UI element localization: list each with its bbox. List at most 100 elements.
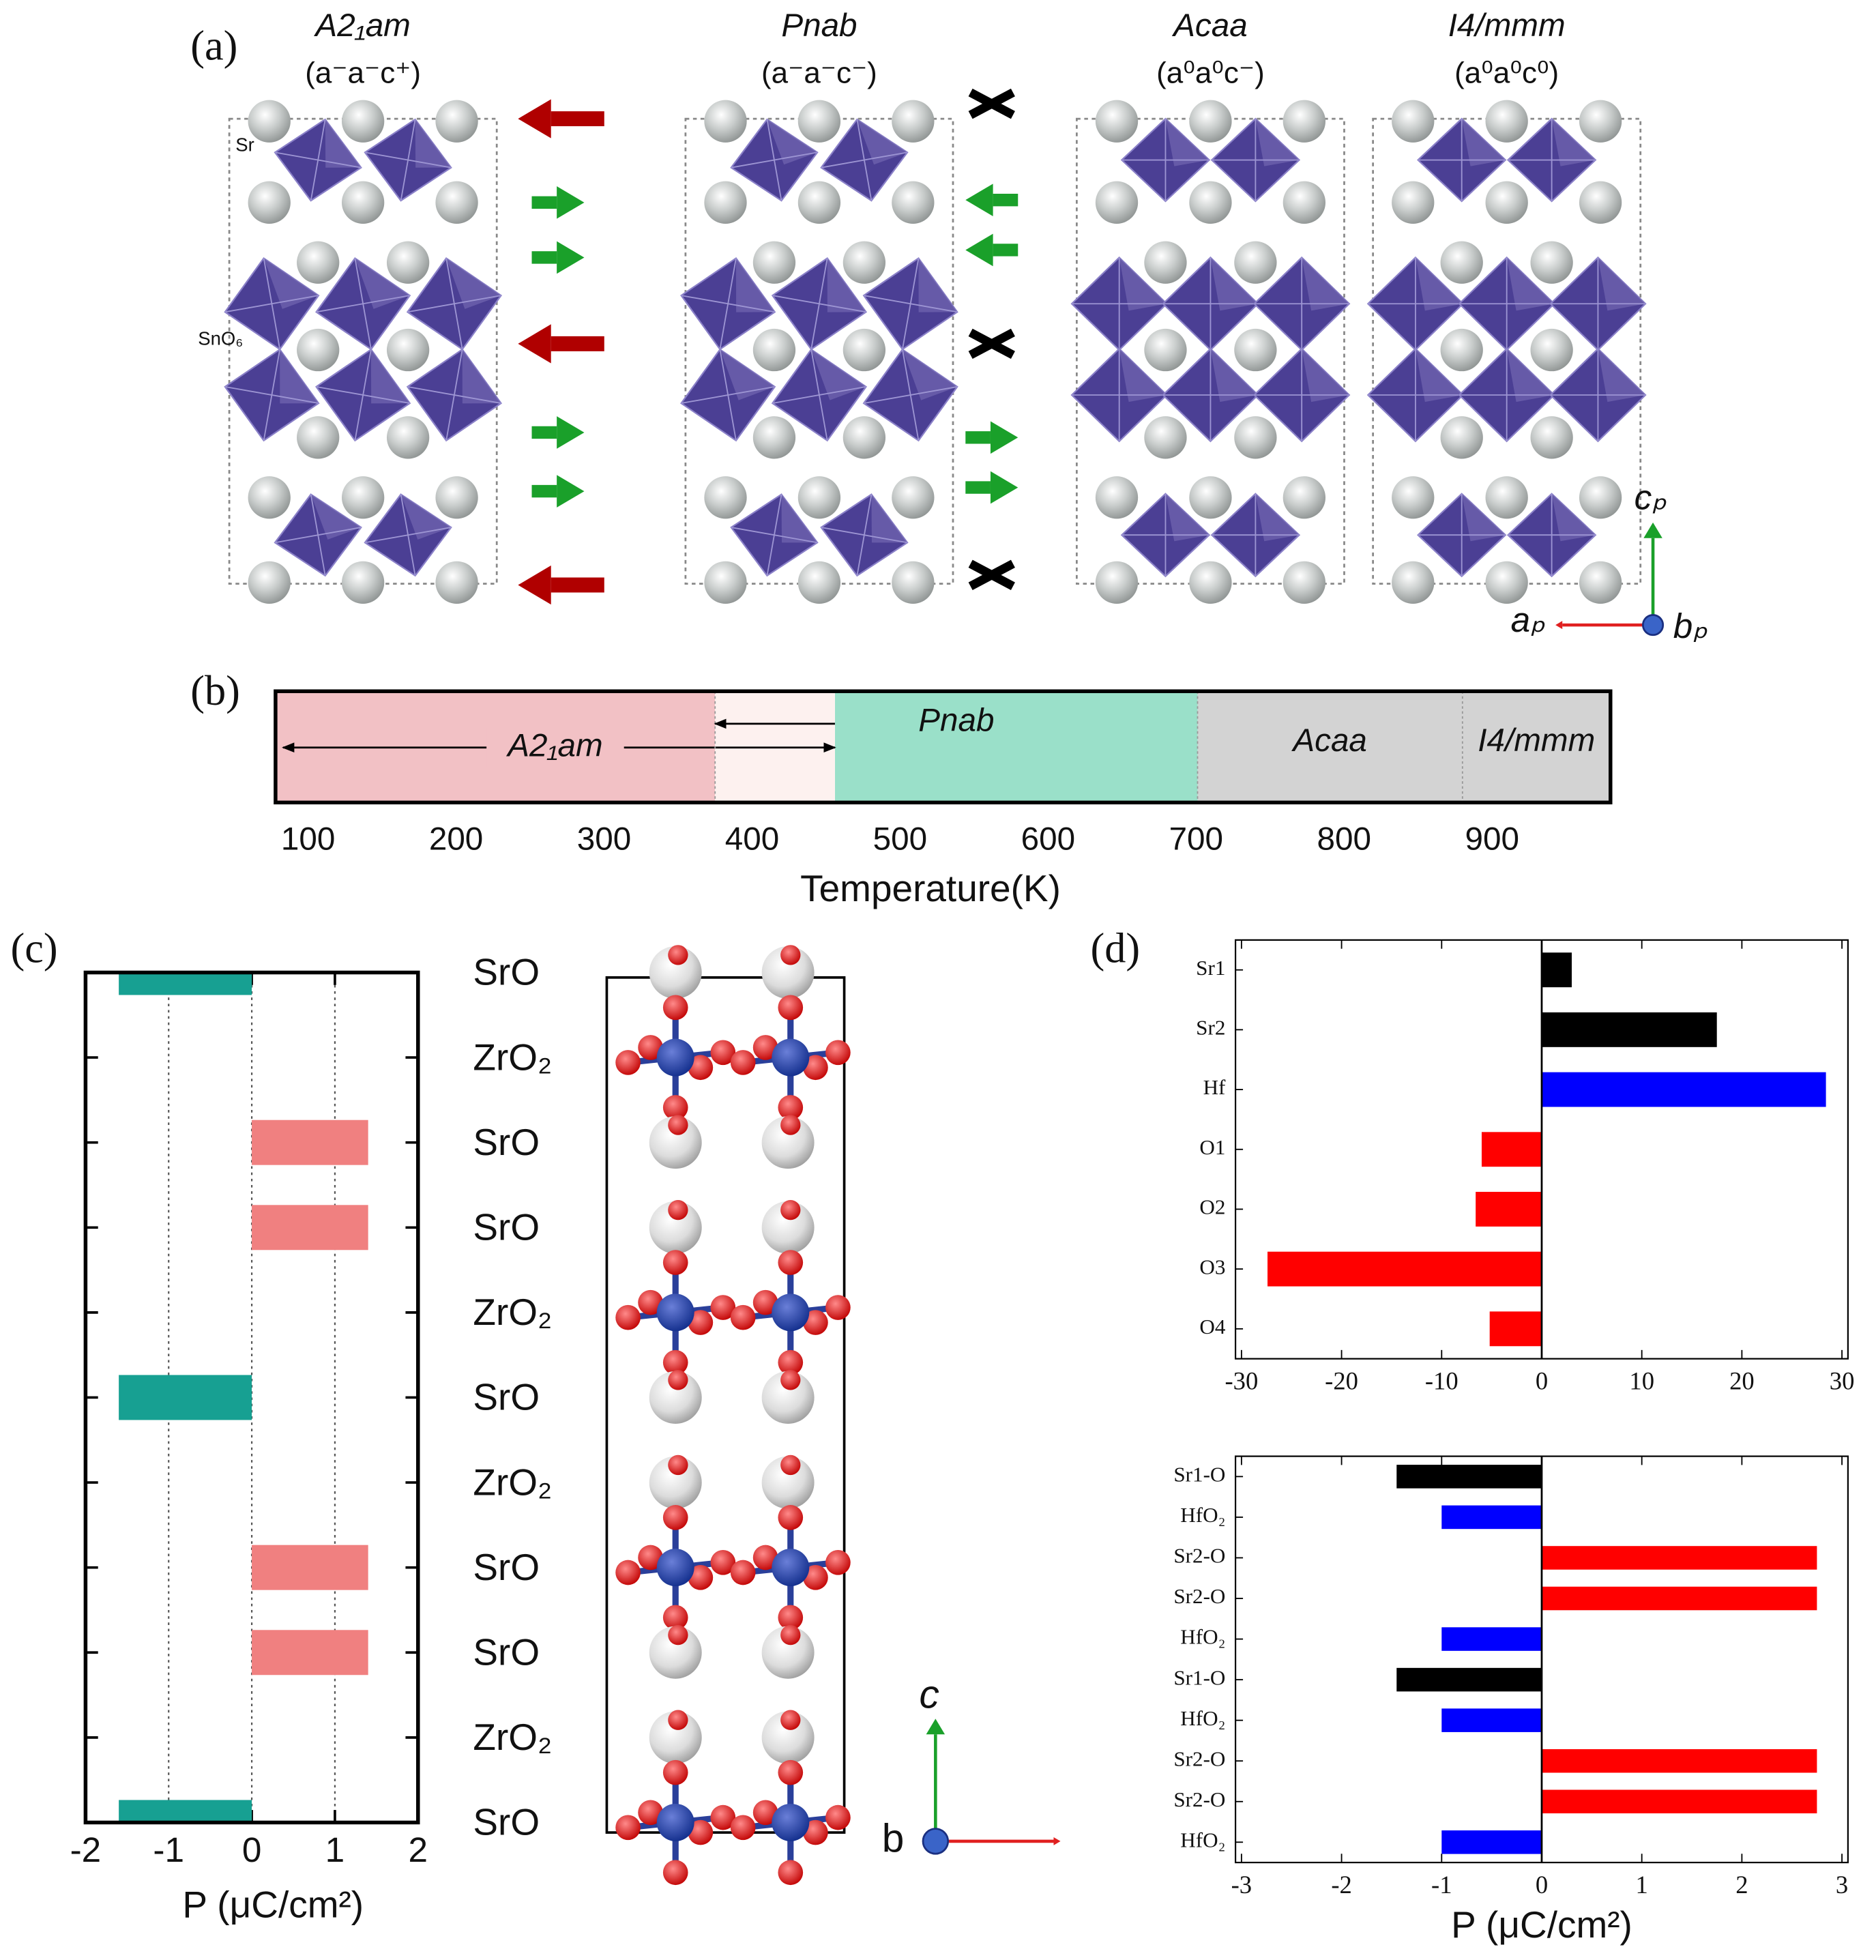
- atom: [780, 1370, 801, 1390]
- bar: [1441, 1830, 1542, 1854]
- atom: [772, 1293, 810, 1332]
- octahedron-face: [400, 494, 452, 540]
- x-tick-label: 3: [1836, 1871, 1848, 1899]
- octahedron: [1210, 117, 1301, 203]
- atom: [761, 1711, 815, 1764]
- displacement-arrow-head: [557, 186, 585, 219]
- atom: [1579, 100, 1622, 143]
- atom: [1234, 416, 1277, 459]
- atom: [342, 476, 385, 519]
- atom: [435, 561, 478, 604]
- x-tick-label: -1: [153, 1830, 184, 1869]
- octahedron-face: [1415, 257, 1463, 311]
- atom: [778, 1860, 804, 1886]
- octahedron: [680, 348, 776, 442]
- x-tick-label: 0: [242, 1830, 262, 1869]
- displacement-arrow-head: [990, 421, 1018, 454]
- atom: [803, 1055, 828, 1081]
- atom: [892, 100, 935, 143]
- atom: [662, 995, 688, 1021]
- atom: [761, 1371, 815, 1424]
- x-tick-label: 0: [1536, 1871, 1548, 1899]
- atom-label: Sr: [235, 134, 254, 156]
- layer-label: SrO: [473, 1121, 540, 1163]
- octahedron: [1549, 347, 1647, 443]
- atom: [615, 1815, 641, 1841]
- atom: [662, 1860, 688, 1886]
- octahedron-face: [1302, 257, 1349, 311]
- octahedron: [1162, 347, 1259, 443]
- atom: [842, 416, 886, 459]
- layer-label: SrO: [473, 1546, 540, 1588]
- atom: [688, 1565, 714, 1590]
- atom: [1283, 100, 1326, 143]
- octahedron: [1252, 256, 1351, 351]
- tilt-pattern: (a⁻a⁻c⁻): [761, 57, 877, 90]
- bar: [1476, 1192, 1542, 1227]
- atom: [778, 1349, 804, 1375]
- atom: [649, 1626, 702, 1679]
- atom: [778, 995, 804, 1021]
- atom: [772, 1038, 810, 1077]
- atom: [778, 1605, 804, 1630]
- atom: [668, 1624, 688, 1645]
- layer-label: SrO: [473, 951, 540, 993]
- space-group: Pnab: [781, 8, 857, 44]
- atom: [797, 561, 841, 604]
- octahedron: [224, 348, 320, 442]
- atom: [656, 1803, 694, 1841]
- atom: [662, 1095, 688, 1120]
- phase-name: I4/mmm: [1478, 722, 1595, 759]
- atom: [1189, 100, 1232, 143]
- layer-label: SrO: [473, 1376, 540, 1418]
- atom: [1485, 476, 1528, 519]
- space-group: Acaa: [1171, 8, 1248, 44]
- atom: [797, 181, 841, 224]
- category-label: Sr1: [1196, 956, 1225, 980]
- displacement-arrow-head: [965, 184, 993, 216]
- axis-name: aₚ: [1511, 600, 1546, 639]
- atom: [386, 416, 430, 459]
- bar: [1489, 1311, 1542, 1347]
- frame: [274, 689, 1613, 805]
- x-tick-label: 2: [409, 1830, 428, 1869]
- category-label: Sr1-O: [1173, 1463, 1225, 1487]
- atom: [803, 1310, 828, 1335]
- octahedron: [224, 257, 320, 351]
- octahedron: [862, 348, 958, 442]
- octahedron-edge: [407, 295, 501, 313]
- category-label: HfO₂: [1180, 1828, 1225, 1852]
- panel-label: (c): [10, 924, 57, 971]
- octahedron: [274, 493, 362, 577]
- atom: [761, 1626, 815, 1679]
- atom: [778, 1759, 804, 1785]
- octahedron-face: [827, 258, 866, 312]
- atom: [704, 181, 747, 224]
- octahedron: [820, 118, 909, 202]
- octahedron-face: [462, 349, 501, 404]
- atom: [704, 476, 747, 519]
- octahedron-edge: [224, 295, 319, 313]
- octahedron: [862, 257, 958, 351]
- x-tick-label: -2: [1331, 1871, 1352, 1899]
- x-tick-label: -1: [1431, 1871, 1452, 1899]
- displacement-arrow-head: [557, 241, 585, 274]
- octahedron: [1366, 347, 1465, 443]
- atom: [1392, 561, 1435, 604]
- atom: [752, 1035, 778, 1060]
- atom: [710, 1040, 736, 1066]
- octahedron-face: [310, 494, 362, 540]
- x-tick-label: 20: [1729, 1367, 1755, 1395]
- atom: [1189, 561, 1232, 604]
- octahedron-face: [355, 258, 410, 309]
- octahedron: [406, 348, 503, 442]
- atom: [386, 241, 430, 284]
- bar: [252, 1205, 368, 1250]
- category-label: Hf: [1203, 1075, 1226, 1099]
- octahedron-face: [1255, 493, 1300, 542]
- bar: [1541, 1546, 1817, 1570]
- bars: [119, 972, 368, 1823]
- atom: [638, 1545, 663, 1570]
- atom: [1144, 328, 1187, 372]
